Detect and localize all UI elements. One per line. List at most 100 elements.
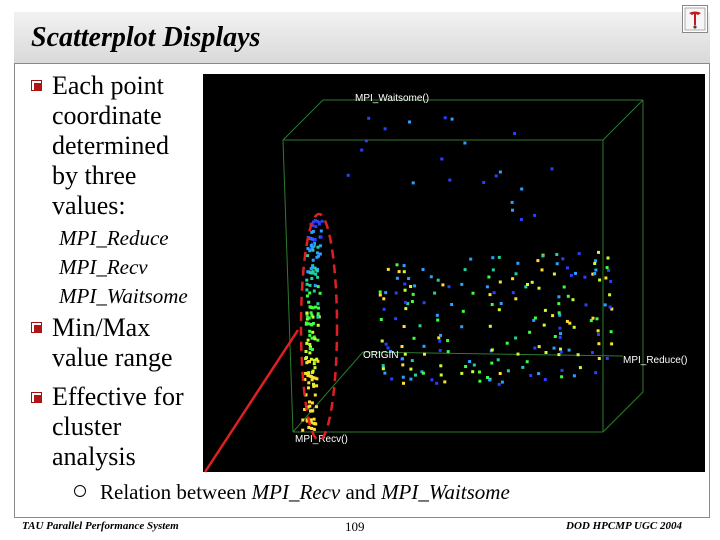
scatter-point: [537, 372, 541, 376]
scatter-point: [542, 323, 546, 327]
scatter-point: [306, 247, 310, 251]
scatter-point: [526, 283, 529, 286]
scatter-point: [609, 279, 613, 283]
scatter-point: [401, 375, 405, 379]
slide-title: Scatterplot Displays: [31, 22, 261, 53]
scatter-point: [490, 303, 494, 306]
scatter-point: [401, 357, 404, 361]
scatter-point: [597, 342, 601, 346]
scatter-point: [435, 381, 439, 385]
scatter-point: [533, 316, 537, 320]
scatter-point: [307, 300, 311, 304]
scatter-point: [448, 178, 452, 182]
scatter-point: [498, 280, 502, 284]
scatter-point: [576, 353, 580, 357]
scatter-point: [382, 307, 386, 311]
scatter-point: [572, 374, 576, 378]
sub-bullet-prefix: Relation between: [100, 480, 252, 504]
scatter-point: [490, 361, 494, 365]
scatter-point: [316, 315, 320, 319]
scatter-point: [314, 272, 318, 276]
scatter-point: [533, 346, 537, 350]
scatter-point: [469, 257, 473, 261]
scatter-point: [310, 230, 314, 234]
scatter-point: [422, 301, 426, 305]
scatter-point: [608, 293, 612, 297]
scatter-point: [591, 351, 594, 355]
scatter-point: [567, 348, 571, 352]
scatter-point: [316, 275, 320, 279]
scatter-point: [461, 309, 465, 313]
scatter-point: [316, 338, 320, 342]
bullet-text-2: Min/Max value range: [52, 313, 173, 373]
scatter-point: [311, 248, 315, 252]
scatter-point: [313, 241, 316, 245]
scatter-point: [488, 293, 492, 297]
scatter-point: [308, 347, 312, 351]
scatter-point: [482, 181, 486, 184]
scatter-point: [566, 266, 569, 270]
scatter-point: [311, 264, 315, 268]
scatter-point: [305, 356, 308, 360]
scatter-point: [589, 319, 593, 323]
scatter-point: [438, 339, 442, 343]
scatter-point: [304, 371, 308, 375]
scatter-point: [401, 363, 405, 367]
scatter-point: [496, 358, 500, 362]
scatter-point: [598, 278, 602, 282]
scatter-point: [403, 282, 407, 286]
scatter-point: [608, 305, 612, 309]
scatter-point: [394, 291, 398, 295]
scatter-point: [555, 262, 559, 266]
scatter-point: [583, 275, 587, 279]
scatter-point: [497, 255, 501, 259]
scatter-point: [305, 321, 308, 325]
scatter-point: [309, 306, 313, 309]
scatter-point: [313, 366, 317, 370]
scatter-point: [315, 219, 319, 223]
scatter-point: [305, 418, 309, 422]
scatter-point: [309, 311, 313, 315]
scatter-point: [364, 139, 368, 143]
scatter-point: [516, 261, 520, 265]
scatter-point: [312, 220, 315, 224]
scatter-point: [551, 314, 555, 318]
scatter-point: [437, 336, 441, 340]
scatter-point: [384, 342, 388, 346]
scatter-point: [309, 420, 313, 424]
scatter-point: [316, 251, 319, 255]
scatter-point: [413, 284, 417, 288]
cluster-highlight-ellipse: [299, 212, 339, 442]
scatter-point: [464, 365, 468, 368]
scatter-point: [485, 285, 489, 289]
scatter-point: [311, 229, 315, 233]
scatter-point: [318, 252, 322, 256]
scatter-point: [447, 285, 451, 289]
scatter-point: [320, 219, 324, 223]
scatter-point: [604, 276, 608, 280]
scatter-point: [514, 336, 518, 340]
scatter-point: [460, 282, 464, 286]
scatter-point: [572, 325, 576, 329]
scatter-point: [408, 120, 411, 124]
scatter-point: [305, 313, 309, 317]
scatterplot-3d: MPI_Waitsome() MPI_Reduce() MPI_Recv() O…: [203, 74, 705, 472]
scatter-point: [317, 222, 321, 226]
scatter-point: [310, 246, 314, 250]
scatter-point: [304, 393, 308, 397]
scatter-point: [568, 321, 572, 325]
scatter-point: [595, 317, 599, 321]
scatter-point: [397, 270, 401, 274]
scatter-point: [311, 315, 315, 319]
bullet-line: Min/Max: [52, 313, 151, 342]
scatter-point: [315, 255, 319, 259]
scatter-point: [486, 376, 489, 379]
scatter-point: [307, 381, 311, 385]
scatter-point: [561, 257, 565, 261]
scatter-point: [513, 132, 517, 135]
scatter-point: [346, 173, 350, 177]
scatter-point: [386, 346, 390, 350]
scatter-point: [557, 295, 561, 299]
scatter-point: [498, 170, 502, 174]
scatter-point: [304, 350, 308, 353]
